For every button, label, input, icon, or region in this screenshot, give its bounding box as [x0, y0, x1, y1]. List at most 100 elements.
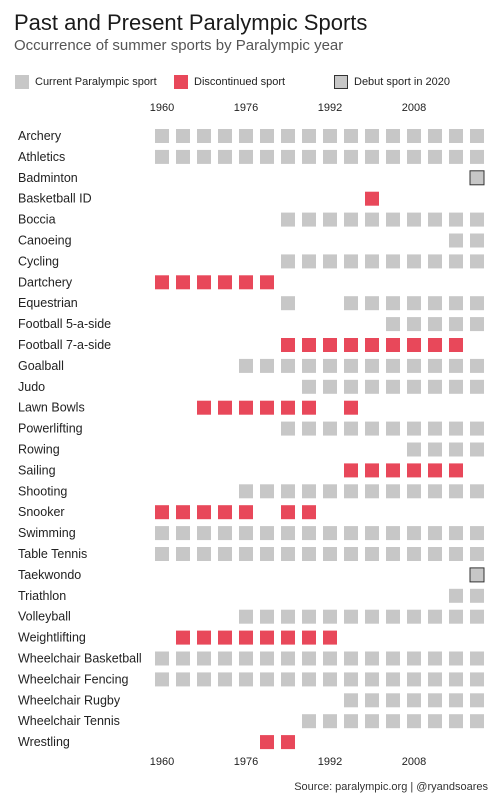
cell-lawn-bowls-1972 [218, 401, 232, 415]
cell-shooting-1984 [281, 484, 295, 498]
cell-volleyball-2008 [407, 610, 421, 624]
cell-volleyball-1984 [281, 610, 295, 624]
cell-judo-2016 [449, 380, 463, 394]
cell-shooting-2020 [470, 484, 484, 498]
cell-boccia-2000 [365, 213, 379, 227]
cell-boccia-1988 [302, 213, 316, 227]
cell-shooting-2016 [449, 484, 463, 498]
cell-goalball-1980 [260, 359, 274, 373]
cell-wheelchair-fencing-1964 [176, 672, 190, 686]
cell-triathlon-2020 [470, 589, 484, 603]
cell-archery-2000 [365, 129, 379, 143]
cell-table-tennis-2016 [449, 547, 463, 561]
cell-wheelchair-fencing-2012 [428, 672, 442, 686]
cell-lawn-bowls-1984 [281, 401, 295, 415]
cell-judo-1988 [302, 380, 316, 394]
cell-sailing-2004 [386, 463, 400, 477]
cell-powerlifting-2008 [407, 422, 421, 436]
cell-wheelchair-tennis-2020 [470, 714, 484, 728]
cell-snooker-1972 [218, 505, 232, 519]
cell-snooker-1984 [281, 505, 295, 519]
cell-swimming-1980 [260, 526, 274, 540]
cell-goalball-1988 [302, 359, 316, 373]
cell-badminton-2020 [470, 171, 484, 185]
cell-wheelchair-basketball-2012 [428, 652, 442, 666]
cell-wheelchair-basketball-1968 [197, 652, 211, 666]
cell-equestrian-2000 [365, 296, 379, 310]
cell-athletics-1984 [281, 150, 295, 164]
cell-table-tennis-2008 [407, 547, 421, 561]
cell-cycling-2000 [365, 254, 379, 268]
cell-football-5-a-side-2004 [386, 317, 400, 331]
cell-wheelchair-tennis-1988 [302, 714, 316, 728]
cell-swimming-2000 [365, 526, 379, 540]
cell-wheelchair-rugby-1996 [344, 693, 358, 707]
cell-weightlifting-1988 [302, 631, 316, 645]
cell-wheelchair-rugby-2020 [470, 693, 484, 707]
cell-athletics-1972 [218, 150, 232, 164]
cell-wheelchair-tennis-2012 [428, 714, 442, 728]
cell-shooting-2012 [428, 484, 442, 498]
cell-archery-1976 [239, 129, 253, 143]
cell-rowing-2012 [428, 443, 442, 457]
cell-wheelchair-basketball-1976 [239, 652, 253, 666]
cell-wheelchair-basketball-1980 [260, 652, 274, 666]
cell-archery-1972 [218, 129, 232, 143]
cell-goalball-2016 [449, 359, 463, 373]
cell-powerlifting-1992 [323, 422, 337, 436]
cell-wheelchair-fencing-1976 [239, 672, 253, 686]
cell-lawn-bowls-1968 [197, 401, 211, 415]
cell-wheelchair-fencing-2008 [407, 672, 421, 686]
cell-shooting-1988 [302, 484, 316, 498]
cell-wheelchair-tennis-2004 [386, 714, 400, 728]
cell-volleyball-2020 [470, 610, 484, 624]
cell-judo-2008 [407, 380, 421, 394]
cell-volleyball-2016 [449, 610, 463, 624]
cell-archery-1984 [281, 129, 295, 143]
cell-wheelchair-rugby-2008 [407, 693, 421, 707]
cell-swimming-2012 [428, 526, 442, 540]
cell-archery-1988 [302, 129, 316, 143]
cell-dartchery-1960 [155, 275, 169, 289]
cell-athletics-2000 [365, 150, 379, 164]
sport-label-sailing: Sailing [18, 463, 56, 477]
cell-archery-1992 [323, 129, 337, 143]
cell-powerlifting-1988 [302, 422, 316, 436]
cell-archery-2008 [407, 129, 421, 143]
cell-table-tennis-1976 [239, 547, 253, 561]
cell-taekwondo-2020 [470, 568, 484, 582]
cell-rowing-2020 [470, 443, 484, 457]
cell-swimming-1996 [344, 526, 358, 540]
cell-wheelchair-fencing-1980 [260, 672, 274, 686]
cell-sailing-2012 [428, 463, 442, 477]
cell-swimming-2008 [407, 526, 421, 540]
cell-shooting-2004 [386, 484, 400, 498]
cell-athletics-1964 [176, 150, 190, 164]
cell-judo-2000 [365, 380, 379, 394]
cell-lawn-bowls-1996 [344, 401, 358, 415]
cell-wheelchair-tennis-2008 [407, 714, 421, 728]
cell-wheelchair-fencing-2004 [386, 672, 400, 686]
cell-dartchery-1968 [197, 275, 211, 289]
cell-archery-1980 [260, 129, 274, 143]
cell-goalball-2020 [470, 359, 484, 373]
cell-basketball-id-2000 [365, 192, 379, 206]
cell-volleyball-1988 [302, 610, 316, 624]
sport-label-shooting: Shooting [18, 484, 67, 498]
cell-wheelchair-tennis-1992 [323, 714, 337, 728]
cell-rowing-2008 [407, 443, 421, 457]
cell-lawn-bowls-1976 [239, 401, 253, 415]
cell-snooker-1988 [302, 505, 316, 519]
cell-boccia-1984 [281, 213, 295, 227]
cell-powerlifting-2012 [428, 422, 442, 436]
cell-judo-2012 [428, 380, 442, 394]
sport-label-wrestling: Wrestling [18, 735, 70, 749]
cell-athletics-2004 [386, 150, 400, 164]
cell-football-7-a-side-2000 [365, 338, 379, 352]
cell-weightlifting-1976 [239, 631, 253, 645]
cell-sailing-2000 [365, 463, 379, 477]
cell-cycling-1992 [323, 254, 337, 268]
cell-cycling-2016 [449, 254, 463, 268]
sport-label-wheelchair-tennis: Wheelchair Tennis [18, 714, 120, 728]
